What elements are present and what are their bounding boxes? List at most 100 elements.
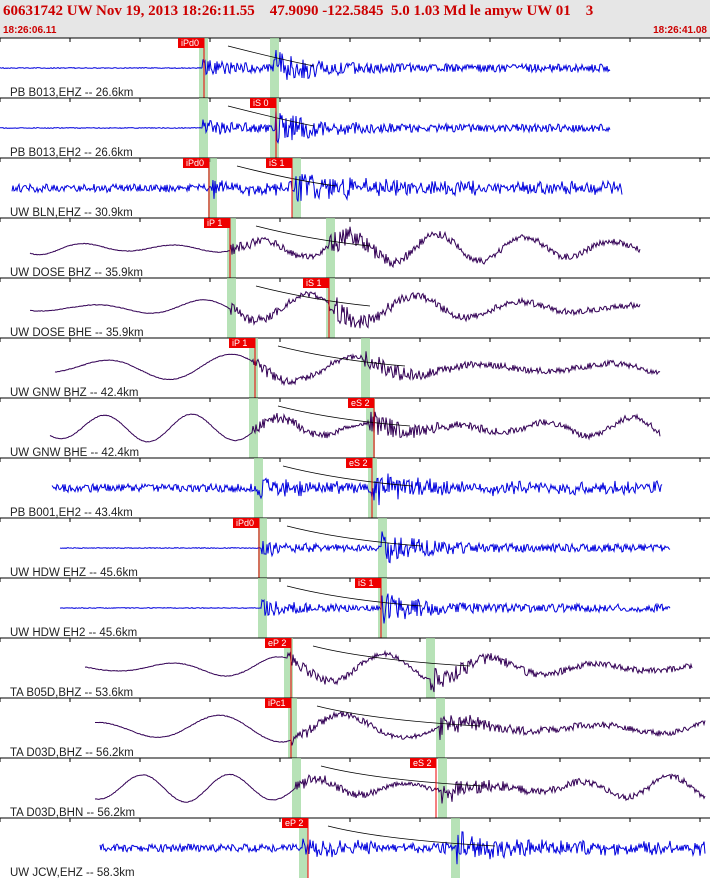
- waveform: [51, 473, 663, 506]
- trace-panel: iS 1 UW HDW EH2 -- 45.6km: [0, 577, 710, 639]
- arrival-band: [299, 818, 308, 878]
- waveform: [95, 710, 706, 746]
- waveform: [54, 351, 661, 387]
- pick-box: [282, 818, 308, 828]
- trace-label: UW HDW EHZ -- 45.6km: [10, 567, 138, 579]
- trace-panel: iPd0 UW HDW EHZ -- 45.6km: [0, 517, 710, 579]
- pick-label: eP 2: [285, 818, 303, 828]
- trace-label: PB B001,EH2 -- 43.4km: [10, 507, 133, 519]
- pick-box: [348, 398, 374, 408]
- coda-curve: [277, 405, 411, 427]
- coda-curve: [255, 225, 371, 247]
- arrival-band: [249, 338, 258, 398]
- trace-label: PB B013,EH2 -- 26.6km: [10, 147, 133, 159]
- arrival-band: [288, 698, 297, 758]
- pick-label: iP 1: [207, 218, 222, 228]
- trace-panel: iP 1 UW GNW BHZ -- 42.4km: [0, 337, 710, 399]
- coda-curve: [320, 765, 483, 787]
- trace-label: UW GNW BHZ -- 42.4km: [10, 387, 138, 399]
- trace-label: UW DOSE BHE -- 35.9km: [10, 327, 144, 339]
- waveform: [30, 290, 641, 329]
- arrival-band: [378, 518, 387, 578]
- trace-label: UW JCW,EHZ -- 58.3km: [10, 867, 135, 878]
- waveform: [59, 531, 671, 564]
- arrival-band: [258, 578, 267, 638]
- pick-box: [183, 158, 209, 168]
- trace-panel: iPc1 TA D03D,BHZ -- 56.2km: [0, 697, 710, 759]
- arrival-band: [326, 218, 335, 278]
- pick-label: eP 2: [268, 638, 286, 648]
- arrival-band: [326, 278, 335, 338]
- arrival-band: [270, 38, 279, 98]
- coda-curve: [282, 465, 413, 487]
- pick-label: iPc1: [268, 698, 286, 708]
- waveform: [29, 226, 641, 269]
- trace-panel: iPd0 PB B013,EHZ -- 26.6km: [0, 37, 710, 99]
- arrival-band: [284, 638, 293, 698]
- coda-curve: [327, 825, 496, 847]
- pick-box: [178, 38, 204, 48]
- header-bg: [0, 0, 710, 38]
- trace-panel: eS 2 UW GNW BHE -- 42.4km: [0, 397, 710, 459]
- waveform: [99, 831, 706, 865]
- trace-label: PB B013,EHZ -- 26.6km: [10, 87, 133, 99]
- trace-panel: iP 1 UW DOSE BHZ -- 35.9km: [0, 217, 710, 279]
- arrival-band: [426, 638, 435, 698]
- pick-label: eS 2: [349, 458, 368, 468]
- arrival-band: [451, 818, 460, 878]
- trace-label: UW DOSE BHZ -- 35.9km: [10, 267, 143, 279]
- pick-label: iPd0: [181, 38, 199, 48]
- pick-box: [355, 578, 381, 588]
- arrival-band: [361, 338, 370, 398]
- trace-panel: eP 2 UW JCW,EHZ -- 58.3km: [0, 817, 710, 878]
- pick-label: iPd0: [186, 158, 204, 168]
- waveform: [84, 649, 693, 693]
- pick-label: eS 2: [351, 398, 370, 408]
- trace-panel: eP 2 TA B05D,BHZ -- 53.6km: [0, 637, 710, 699]
- trace-label: TA B05D,BHZ -- 53.6km: [10, 687, 133, 699]
- arrival-band: [254, 458, 263, 518]
- pick-box: [265, 638, 291, 648]
- end-time: 18:26:41.08: [653, 25, 707, 36]
- pick-box: [265, 698, 291, 708]
- pick-box: [204, 218, 230, 228]
- trace-panel: eS 2 TA D03D,BHN -- 56.2km: [0, 757, 710, 819]
- coda-curve: [286, 585, 423, 607]
- pick-label: iS 1: [269, 158, 285, 168]
- coda-curve: [255, 285, 371, 307]
- waveform: [59, 593, 671, 624]
- waveform: [94, 773, 706, 804]
- pick-label: iS 1: [306, 278, 322, 288]
- trace-panel: iS 1 UW DOSE BHE -- 35.9km: [0, 277, 710, 339]
- pick-box: [233, 518, 259, 528]
- trace-label: UW HDW EH2 -- 45.6km: [10, 627, 137, 639]
- coda-curve: [316, 705, 481, 727]
- pick-label: iS 1: [358, 578, 374, 588]
- waveform: [0, 110, 611, 144]
- trace-panel: iPd0 iS 1 UW BLN,EHZ -- 30.9km: [0, 157, 710, 219]
- waveform: [11, 174, 623, 202]
- trace-panel: iS 0 PB B013,EH2 -- 26.6km: [0, 97, 710, 159]
- coda-curve: [286, 525, 423, 547]
- coda-curve: [227, 45, 315, 67]
- pick-box: [229, 338, 255, 348]
- pick-box: [346, 458, 372, 468]
- pick-box: [410, 758, 436, 768]
- trace-label: UW GNW BHE -- 42.4km: [10, 447, 139, 459]
- pick-box: [303, 278, 329, 288]
- start-time: 18:26:06.11: [3, 25, 57, 36]
- pick-box: [250, 98, 276, 108]
- trace-panel: eS 2 PB B001,EH2 -- 43.4km: [0, 457, 710, 519]
- pick-label: iS 0: [253, 98, 269, 108]
- arrival-band: [199, 98, 208, 158]
- coda-curve: [312, 645, 471, 667]
- pick-box: [266, 158, 292, 168]
- waveform: [0, 49, 611, 80]
- trace-label: UW BLN,EHZ -- 30.9km: [10, 207, 133, 219]
- coda-curve: [277, 345, 406, 367]
- arrival-band: [270, 98, 279, 158]
- pick-label: iPd0: [236, 518, 254, 528]
- arrival-band: [438, 758, 447, 818]
